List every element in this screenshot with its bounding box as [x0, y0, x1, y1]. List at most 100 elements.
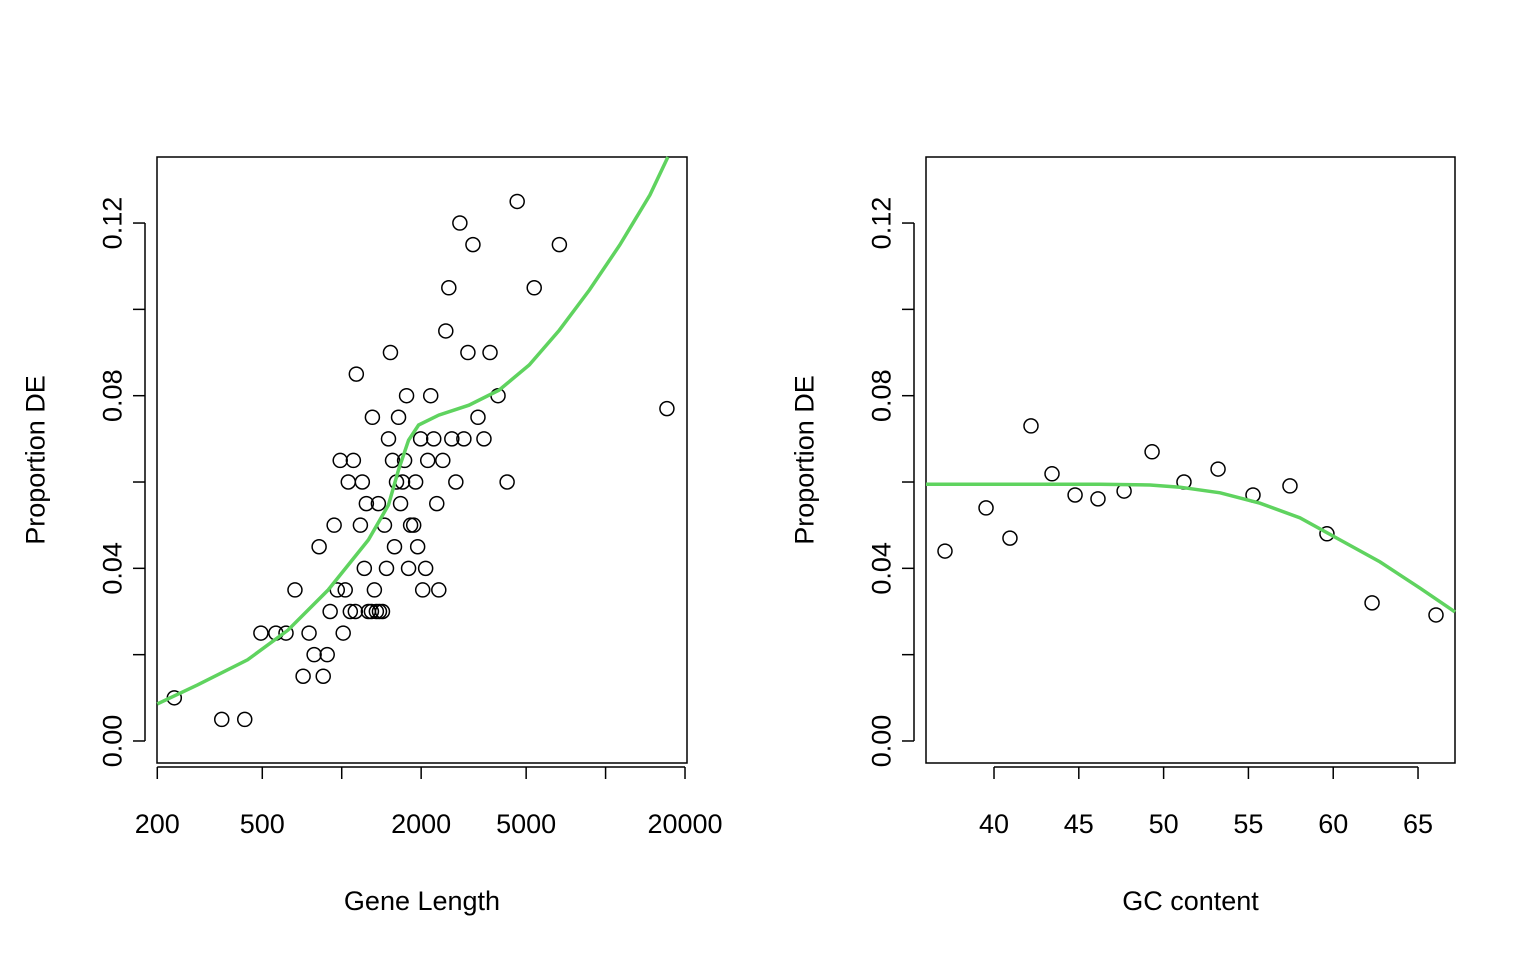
point	[414, 582, 431, 598]
point	[1364, 595, 1380, 611]
point	[363, 603, 380, 620]
point	[322, 603, 338, 620]
y-axis-label: Proportion DE	[20, 375, 50, 545]
y-tick-label: 0.00	[97, 715, 127, 768]
point	[526, 280, 542, 296]
point	[937, 543, 953, 559]
point	[398, 387, 415, 404]
plot-frame	[156, 156, 688, 764]
point	[470, 409, 486, 426]
point	[409, 539, 426, 555]
x-axis-label: GC content	[1122, 886, 1259, 916]
point	[1319, 526, 1335, 542]
point	[360, 603, 377, 620]
point	[425, 431, 442, 447]
x-tick-label: 60	[1318, 809, 1348, 839]
point	[213, 711, 230, 728]
x-tick-label: 20000	[647, 809, 722, 839]
point	[386, 539, 403, 555]
fit-line	[156, 156, 670, 706]
point	[370, 495, 387, 512]
point	[441, 280, 457, 296]
point	[1023, 418, 1039, 434]
y-tick-label: 0.08	[866, 369, 896, 422]
point	[236, 711, 253, 728]
point	[382, 344, 399, 361]
point	[306, 646, 322, 663]
point	[311, 539, 327, 555]
x-axis-label: Gene Length	[344, 886, 500, 916]
point	[380, 431, 397, 447]
point	[476, 431, 492, 447]
point	[340, 474, 357, 490]
x-tick-label: 500	[240, 809, 285, 839]
y-tick-label: 0.00	[866, 715, 896, 768]
point	[465, 236, 481, 253]
point	[319, 646, 335, 663]
point	[392, 495, 409, 512]
point	[417, 560, 434, 577]
x-tick-label: 40	[979, 809, 1009, 839]
point	[315, 668, 331, 684]
point	[366, 582, 383, 598]
point	[499, 474, 515, 490]
point	[422, 387, 439, 404]
point	[1282, 478, 1298, 494]
point	[352, 517, 369, 533]
point	[356, 560, 373, 577]
y-axis-label: Proportion DE	[789, 375, 819, 545]
x-tick-label: 5000	[496, 809, 556, 839]
point	[659, 400, 675, 417]
point	[390, 409, 407, 426]
point	[1044, 466, 1060, 482]
point	[412, 431, 429, 447]
point	[342, 603, 359, 620]
point	[1090, 491, 1106, 507]
point	[287, 582, 303, 598]
y-tick-label: 0.12	[866, 197, 896, 250]
point	[1067, 487, 1083, 503]
point	[431, 582, 447, 598]
point	[253, 625, 269, 641]
point	[509, 193, 525, 210]
plot-frame	[925, 156, 1456, 764]
point	[278, 625, 294, 641]
point	[335, 625, 351, 641]
point	[348, 366, 365, 382]
x-tick-label: 45	[1064, 809, 1094, 839]
point	[332, 452, 348, 469]
x-tick-label: 2000	[391, 809, 451, 839]
point	[374, 603, 391, 620]
point	[444, 431, 460, 447]
point	[1002, 530, 1018, 546]
point	[438, 323, 454, 339]
point	[1210, 461, 1226, 477]
y-tick-label: 0.08	[97, 369, 127, 422]
point	[400, 560, 417, 577]
fit-line	[926, 482, 1456, 614]
point	[407, 474, 424, 490]
point	[452, 215, 468, 231]
y-tick-label: 0.04	[97, 542, 127, 595]
point	[347, 603, 364, 620]
point	[456, 431, 472, 447]
point	[345, 452, 362, 469]
point	[429, 495, 445, 512]
point	[301, 625, 317, 641]
y-tick-label: 0.04	[866, 542, 896, 595]
y-tick-label: 0.12	[97, 197, 127, 250]
point	[402, 517, 419, 533]
point	[435, 452, 451, 469]
point	[448, 474, 464, 490]
point	[384, 452, 401, 469]
point	[482, 344, 498, 361]
point	[460, 344, 476, 361]
point	[364, 409, 381, 426]
x-tick-label: 200	[135, 809, 180, 839]
x-tick-label: 55	[1233, 809, 1263, 839]
x-tick-label: 65	[1403, 809, 1433, 839]
point	[354, 474, 371, 490]
point	[551, 236, 568, 253]
point	[1144, 444, 1160, 460]
